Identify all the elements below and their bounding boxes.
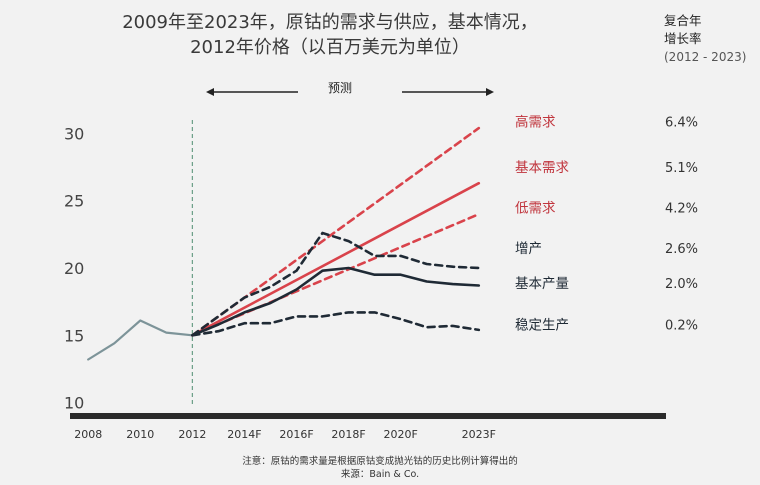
cagr-value-increased_production: 2.6% <box>665 242 698 257</box>
chart-title-line2: 2012年价格（以百万美元为单位） <box>190 37 470 58</box>
series-label-low_demand: 低需求 <box>515 200 556 216</box>
y-tick-label: 20 <box>64 259 84 278</box>
cagr-value-stable_production: 0.2% <box>665 319 698 334</box>
series-label-stable_production: 稳定生产 <box>515 318 569 334</box>
x-tick-label: 2008 <box>74 428 102 441</box>
cagr-value-low_demand: 4.2% <box>665 201 698 216</box>
x-tick-label: 2020F <box>383 428 417 441</box>
series-line-increased_production <box>191 231 481 337</box>
cagr-header-range: (2012 - 2023) <box>664 50 747 64</box>
y-tick-label: 25 <box>64 192 84 211</box>
forecast-label: 预测 <box>328 81 352 95</box>
footnote-note: 注意：原钴的需求量是根据原钴变成抛光钴的历史比例计算得出的 <box>242 456 518 467</box>
footnote-source: 来源：Bain & Co. <box>340 469 420 480</box>
footnote: 注意：原钴的需求量是根据原钴变成抛光钴的历史比例计算得出的 来源：Bain & … <box>0 455 760 481</box>
cagr-header-line2: 增长率 <box>664 31 702 46</box>
cagr-header-line1: 复合年 <box>664 13 702 28</box>
x-tick-label: 2018F <box>331 428 365 441</box>
series-line-historical <box>87 319 194 361</box>
cagr-value-base_demand: 5.1% <box>665 161 698 176</box>
x-tick-label: 2016F <box>279 428 313 441</box>
y-tick-label: 15 <box>64 326 84 345</box>
x-tick-label: 2010 <box>126 428 154 441</box>
series-label-increased_production: 增产 <box>515 241 542 257</box>
series-line-base_demand <box>191 181 481 337</box>
y-tick-label: 10 <box>64 394 84 413</box>
x-tick-label: 2012 <box>178 428 206 441</box>
series-line-stable_production <box>191 311 481 337</box>
y-tick-label: 30 <box>64 124 84 143</box>
x-tick-label: 2014F <box>227 428 261 441</box>
series-label-base_production: 基本产量 <box>515 275 569 292</box>
chart-title-line1: 2009年至2023年，原钴的需求与供应，基本情况， <box>122 12 538 33</box>
chart-title: 2009年至2023年，原钴的需求与供应，基本情况， 2012年价格（以百万美元… <box>120 10 540 60</box>
series-label-base_demand: 基本需求 <box>515 159 569 176</box>
cobalt-supply-demand-chart: 10 15 20 25 30 2008 2010 2012 2014F 2016F 2018F 20… <box>64 81 698 441</box>
series-label-high_demand: 高需求 <box>515 113 556 130</box>
series-line-base_production <box>191 266 481 337</box>
cagr-value-base_production: 2.0% <box>665 277 698 292</box>
x-tick-label: 2023F <box>462 428 496 441</box>
cagr-value-high_demand: 6.4% <box>665 115 698 130</box>
cagr-column-header: 复合年 增长率 (2012 - 2023) <box>664 12 760 66</box>
